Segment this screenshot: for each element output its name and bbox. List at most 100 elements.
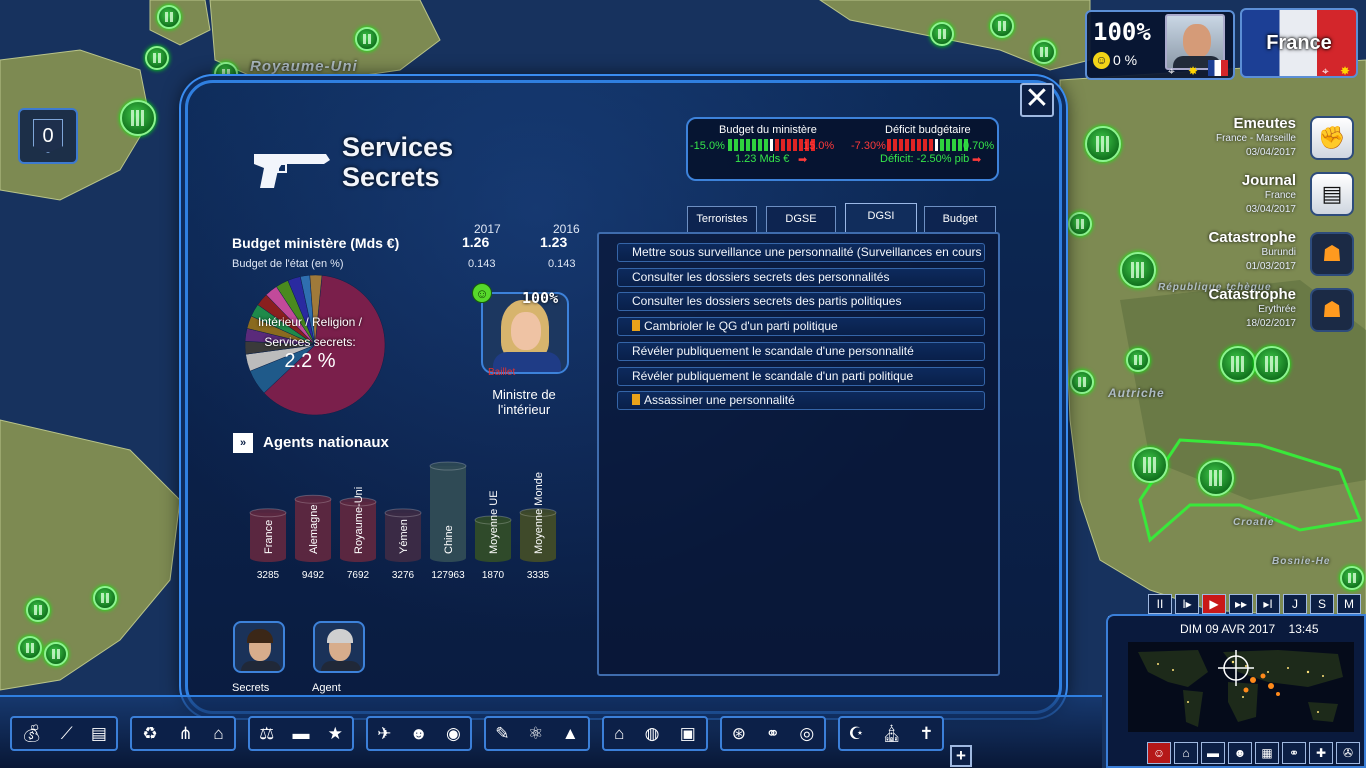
event-item[interactable]: Catastrophe Erythrée 18/02/2017 <box>1208 286 1296 331</box>
toolbar-group-society[interactable]: ✈ ☻ ◉ <box>366 716 472 751</box>
map-unit-badge[interactable] <box>157 5 181 29</box>
speed-week-button[interactable]: S <box>1310 594 1334 614</box>
step-button[interactable]: I▸ <box>1175 594 1199 614</box>
toolbar-group-security[interactable]: ⚖ ▬ ★ <box>248 716 354 751</box>
play-button[interactable]: ▶ <box>1202 594 1226 614</box>
event-item[interactable]: Journal France 03/04/2017 <box>1242 172 1296 217</box>
map-unit-badge[interactable] <box>1132 447 1168 483</box>
action-assassinate[interactable]: Assassiner une personnalité <box>617 391 985 410</box>
cash-stack-icon[interactable]: ▤ <box>90 723 107 743</box>
tab-budget[interactable]: Budget <box>924 206 996 232</box>
president-portrait[interactable] <box>1165 14 1225 70</box>
fast-forward-button[interactable]: ▸▸ <box>1229 594 1253 614</box>
fist-icon[interactable]: ✊ <box>1310 116 1354 160</box>
map-unit-badge[interactable] <box>1126 348 1150 372</box>
skip-button[interactable]: ▸I <box>1256 594 1280 614</box>
event-item[interactable]: Emeutes France - Marseille 03/04/2017 <box>1216 115 1296 160</box>
action-party-files[interactable]: Consulter les dossiers secrets des parti… <box>617 292 985 311</box>
bank-icon[interactable]: ⌂ <box>614 723 625 743</box>
military-filter-icon[interactable]: ▬ <box>1201 742 1225 764</box>
money-bag-icon[interactable]: 💰︎ <box>21 723 43 743</box>
people-icon[interactable]: ☻ <box>409 723 428 743</box>
resources-filter-icon[interactable]: ▦ <box>1255 742 1279 764</box>
satellite-filter-icon[interactable]: ✇ <box>1336 742 1360 764</box>
network-icon[interactable]: ⊛ <box>731 723 747 743</box>
map-unit-badge[interactable] <box>1032 40 1056 64</box>
toolbar-group-diplomacy[interactable]: ⊛ ⚭ ◎ <box>720 716 826 751</box>
map-unit-badge[interactable] <box>355 27 379 51</box>
newspaper-icon[interactable]: ▤ <box>1310 172 1354 216</box>
globe-icon[interactable]: ◍ <box>644 723 660 743</box>
tab-dgse[interactable]: DGSE <box>766 206 836 232</box>
ministry-budget-slider[interactable] <box>728 139 815 151</box>
toolbar-group-religion[interactable]: ☪ ⛪︎ ✝ <box>838 716 944 751</box>
map-unit-badge[interactable] <box>18 636 42 660</box>
close-button[interactable]: ✕ <box>1020 83 1054 117</box>
action-personality-files[interactable]: Consulter les dossiers secrets des perso… <box>617 268 985 287</box>
toolbar-group-culture[interactable]: ✎ ⚛ ▲ <box>484 716 590 751</box>
toolbar-group-politics[interactable]: ⌂ ◍ ▣ <box>602 716 708 751</box>
event-item[interactable]: Catastrophe Burundi 01/03/2017 <box>1208 229 1296 274</box>
health-filter-icon[interactable]: ✚ <box>1309 742 1333 764</box>
disaster-icon[interactable]: ☗ <box>1310 288 1354 332</box>
map-unit-badge[interactable] <box>26 598 50 622</box>
tab-terroristes[interactable]: Terroristes <box>687 206 757 232</box>
map-unit-badge[interactable] <box>44 642 68 666</box>
minister-portrait[interactable] <box>481 292 569 374</box>
secrets-agent-portrait[interactable] <box>233 621 285 673</box>
diplomacy-filter-icon[interactable]: ⚭ <box>1282 742 1306 764</box>
map-unit-badge[interactable] <box>1120 252 1156 288</box>
target-icon[interactable]: ⌖ <box>1168 64 1175 78</box>
graduation-cap-icon[interactable]: ▲ <box>561 723 579 743</box>
action-burglary[interactable]: Cambrioler le QG d'un parti politique <box>617 317 985 336</box>
police-badge-icon[interactable]: ★ <box>327 723 343 743</box>
pause-button[interactable]: II <box>1148 594 1172 614</box>
action-surveillance[interactable]: Mettre sous surveillance une personnalit… <box>617 243 985 262</box>
field-agent-portrait[interactable] <box>313 621 365 673</box>
palette-icon[interactable]: ✎ <box>495 723 510 743</box>
map-unit-badge[interactable] <box>1068 212 1092 236</box>
toolbar-group-economy[interactable]: 💰︎ ⟋ ▤ <box>10 716 118 751</box>
map-unit-badge[interactable] <box>990 14 1014 38</box>
expand-toolbar-button[interactable]: + <box>950 745 972 767</box>
water-drop-icon[interactable]: ◉ <box>445 723 461 743</box>
crescent-icon[interactable]: ☪ <box>848 723 864 743</box>
worship-icon[interactable]: ⛪︎ <box>880 723 903 743</box>
target-icon[interactable]: ⌖ <box>1322 64 1329 78</box>
disaster-icon[interactable]: ☗ <box>1310 232 1354 276</box>
action-personality-scandal[interactable]: Révéler publiquement le scandale d'une p… <box>617 342 985 361</box>
speed-month-button[interactable]: M <box>1337 594 1361 614</box>
map-unit-badge[interactable] <box>1198 460 1234 496</box>
factory-icon[interactable]: ⌂ <box>213 723 224 743</box>
map-unit-badge[interactable] <box>1070 370 1094 394</box>
deficit-slider[interactable] <box>887 139 968 151</box>
ballot-box-icon[interactable]: ▣ <box>679 723 696 743</box>
map-unit-badge[interactable] <box>93 586 117 610</box>
tank-icon[interactable]: ▬ <box>292 723 310 743</box>
line-chart-icon[interactable]: ⟋ <box>60 723 73 743</box>
toolbar-group-resources[interactable]: ♻ ⋔ ⌂ <box>130 716 236 751</box>
cross-icon[interactable]: ✝ <box>919 723 934 743</box>
atom-icon[interactable]: ⚛ <box>528 723 544 743</box>
map-unit-badge[interactable] <box>120 100 156 136</box>
tab-dgsi[interactable]: DGSI <box>845 203 917 233</box>
airplane-icon[interactable]: ✈ <box>377 723 392 743</box>
map-unit-badge[interactable] <box>1220 346 1256 382</box>
approval-filter-icon[interactable]: ☺ <box>1147 742 1171 764</box>
country-selector[interactable]: France <box>1240 8 1358 78</box>
map-unit-badge[interactable] <box>1254 346 1290 382</box>
map-unit-badge[interactable] <box>145 46 169 70</box>
recycle-icon[interactable]: ♻ <box>142 723 158 743</box>
industry-filter-icon[interactable]: ⌂ <box>1174 742 1198 764</box>
action-party-scandal[interactable]: Révéler publiquement le scandale d'un pa… <box>617 367 985 386</box>
wheat-icon[interactable]: ⋔ <box>178 723 193 743</box>
map-unit-badge[interactable] <box>930 22 954 46</box>
alert-counter[interactable]: 0 <box>18 108 78 164</box>
society-filter-icon[interactable]: ☻ <box>1228 742 1252 764</box>
map-unit-badge[interactable] <box>1085 126 1121 162</box>
map-unit-badge[interactable] <box>1340 566 1364 590</box>
scales-icon[interactable]: ⚖ <box>259 723 275 743</box>
speed-day-button[interactable]: J <box>1283 594 1307 614</box>
handshake-icon[interactable]: ⚭ <box>765 723 780 743</box>
minimap[interactable] <box>1128 642 1354 732</box>
